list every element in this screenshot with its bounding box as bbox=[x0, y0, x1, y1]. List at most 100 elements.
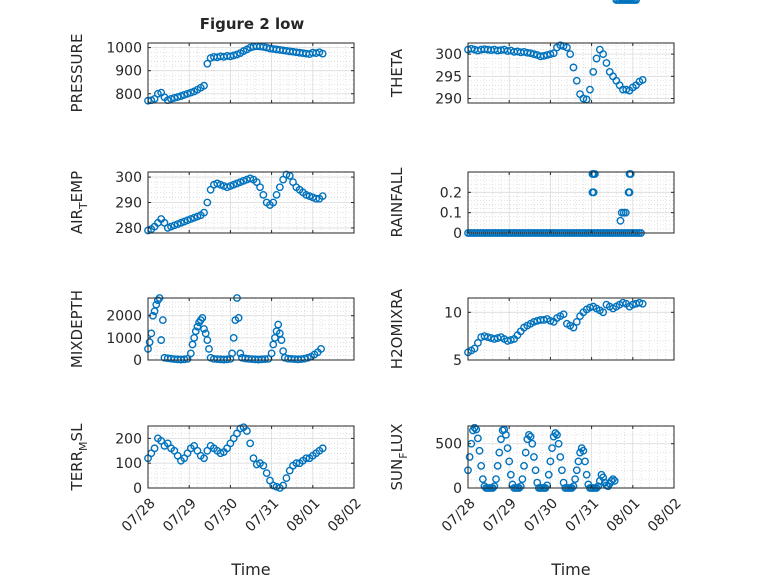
subplot-1: 800 900 1000 PRESSURE bbox=[68, 34, 355, 112]
data-point bbox=[267, 349, 276, 358]
data-point bbox=[531, 466, 540, 475]
data-point bbox=[516, 482, 525, 491]
data-point bbox=[622, 85, 631, 94]
axes-background bbox=[468, 172, 674, 233]
data-point bbox=[229, 51, 238, 60]
data-point bbox=[470, 423, 479, 432]
data-point bbox=[556, 453, 565, 461]
data-point bbox=[554, 439, 563, 448]
data-point bbox=[607, 477, 616, 485]
data-point bbox=[473, 434, 482, 443]
data-point bbox=[180, 355, 189, 364]
data-point bbox=[638, 75, 647, 84]
x-tick-label: 07/28 bbox=[119, 495, 159, 535]
data-point bbox=[530, 50, 538, 59]
y-axis-label: RAINFALL bbox=[388, 167, 406, 238]
data-point bbox=[530, 453, 538, 461]
data-point bbox=[272, 190, 281, 199]
axes-box bbox=[147, 42, 355, 104]
data-point bbox=[589, 67, 598, 76]
data-point bbox=[579, 446, 588, 455]
data-point bbox=[158, 316, 167, 325]
data-point bbox=[157, 336, 166, 344]
data-point bbox=[525, 430, 533, 439]
data-point bbox=[497, 435, 505, 444]
data-point bbox=[200, 81, 208, 90]
data-point bbox=[626, 170, 635, 178]
y-axis-label: TERRMSL bbox=[68, 423, 90, 492]
data-point bbox=[475, 446, 484, 455]
data-point bbox=[518, 475, 527, 484]
x-tick-label: 07/30 bbox=[201, 495, 241, 535]
data-point bbox=[205, 345, 213, 353]
data-point bbox=[586, 85, 594, 94]
y-axis-label: H2OMIXRA bbox=[388, 288, 406, 369]
x-tick-label: 07/29 bbox=[160, 495, 200, 535]
data-point bbox=[599, 308, 608, 317]
y-tick-label: 0.1 bbox=[440, 206, 462, 222]
data-point bbox=[259, 190, 268, 199]
data-point bbox=[282, 474, 291, 482]
x-tick-label: 07/30 bbox=[521, 495, 561, 535]
data-point bbox=[318, 444, 327, 453]
subplot-5: 0 1000 2000 MIXDEPTH bbox=[68, 290, 355, 369]
data-point bbox=[279, 481, 288, 490]
y-axis-label: THETA bbox=[388, 48, 406, 98]
y-tick-label: 800 bbox=[115, 87, 142, 103]
x-tick-label: 07/31 bbox=[562, 495, 602, 535]
data-point bbox=[274, 320, 283, 329]
data-point bbox=[599, 50, 608, 59]
data-point bbox=[506, 336, 515, 344]
data-point bbox=[521, 448, 530, 457]
data-point bbox=[318, 192, 327, 201]
data-point bbox=[609, 475, 617, 484]
data-point bbox=[477, 461, 486, 470]
y-axis-label: AIRTEMP bbox=[68, 171, 90, 234]
data-point bbox=[502, 430, 510, 439]
data-point bbox=[200, 325, 208, 333]
data-point bbox=[572, 317, 581, 326]
data-point bbox=[256, 183, 264, 192]
data-point bbox=[566, 50, 575, 59]
axes-box bbox=[467, 425, 675, 489]
y-axis-label: MIXDEPTH bbox=[68, 290, 86, 368]
data-point bbox=[203, 198, 212, 207]
y-tick-label: 290 bbox=[115, 196, 142, 212]
axes-box bbox=[467, 42, 675, 104]
y-tick-label: 900 bbox=[115, 64, 142, 80]
data-point bbox=[492, 475, 500, 484]
data-point bbox=[581, 457, 589, 466]
data-point bbox=[200, 208, 208, 217]
data-point bbox=[562, 43, 571, 52]
x-tick-label: 07/31 bbox=[242, 495, 282, 535]
data-point bbox=[551, 429, 560, 437]
y-tick-label: 200 bbox=[115, 431, 142, 447]
data-point bbox=[249, 454, 258, 463]
data-point bbox=[186, 349, 195, 358]
data-point bbox=[152, 300, 161, 309]
x-tick-label: 08/02 bbox=[645, 495, 685, 535]
data-point bbox=[302, 454, 311, 463]
data-point bbox=[569, 482, 578, 491]
data-point bbox=[548, 444, 556, 453]
data-point bbox=[473, 338, 482, 347]
data-point bbox=[621, 208, 630, 217]
y-tick-label: 300 bbox=[435, 47, 462, 63]
data-point bbox=[292, 459, 301, 468]
data-point bbox=[549, 49, 558, 58]
figure-title: Figure 2 low bbox=[200, 15, 305, 33]
data-point bbox=[236, 349, 245, 358]
x-tick-label: 07/28 bbox=[439, 495, 479, 535]
data-point bbox=[234, 314, 243, 322]
data-point bbox=[505, 457, 514, 466]
data-point bbox=[465, 453, 474, 461]
data-point bbox=[553, 430, 561, 439]
data-point bbox=[318, 49, 327, 58]
x-tick-label: 08/01 bbox=[284, 495, 324, 535]
data-point bbox=[503, 444, 512, 453]
data-point bbox=[602, 59, 611, 67]
axes-box bbox=[467, 297, 675, 361]
subplot-2: 290 295 300 THETA bbox=[388, 41, 675, 108]
data-point bbox=[193, 322, 202, 331]
